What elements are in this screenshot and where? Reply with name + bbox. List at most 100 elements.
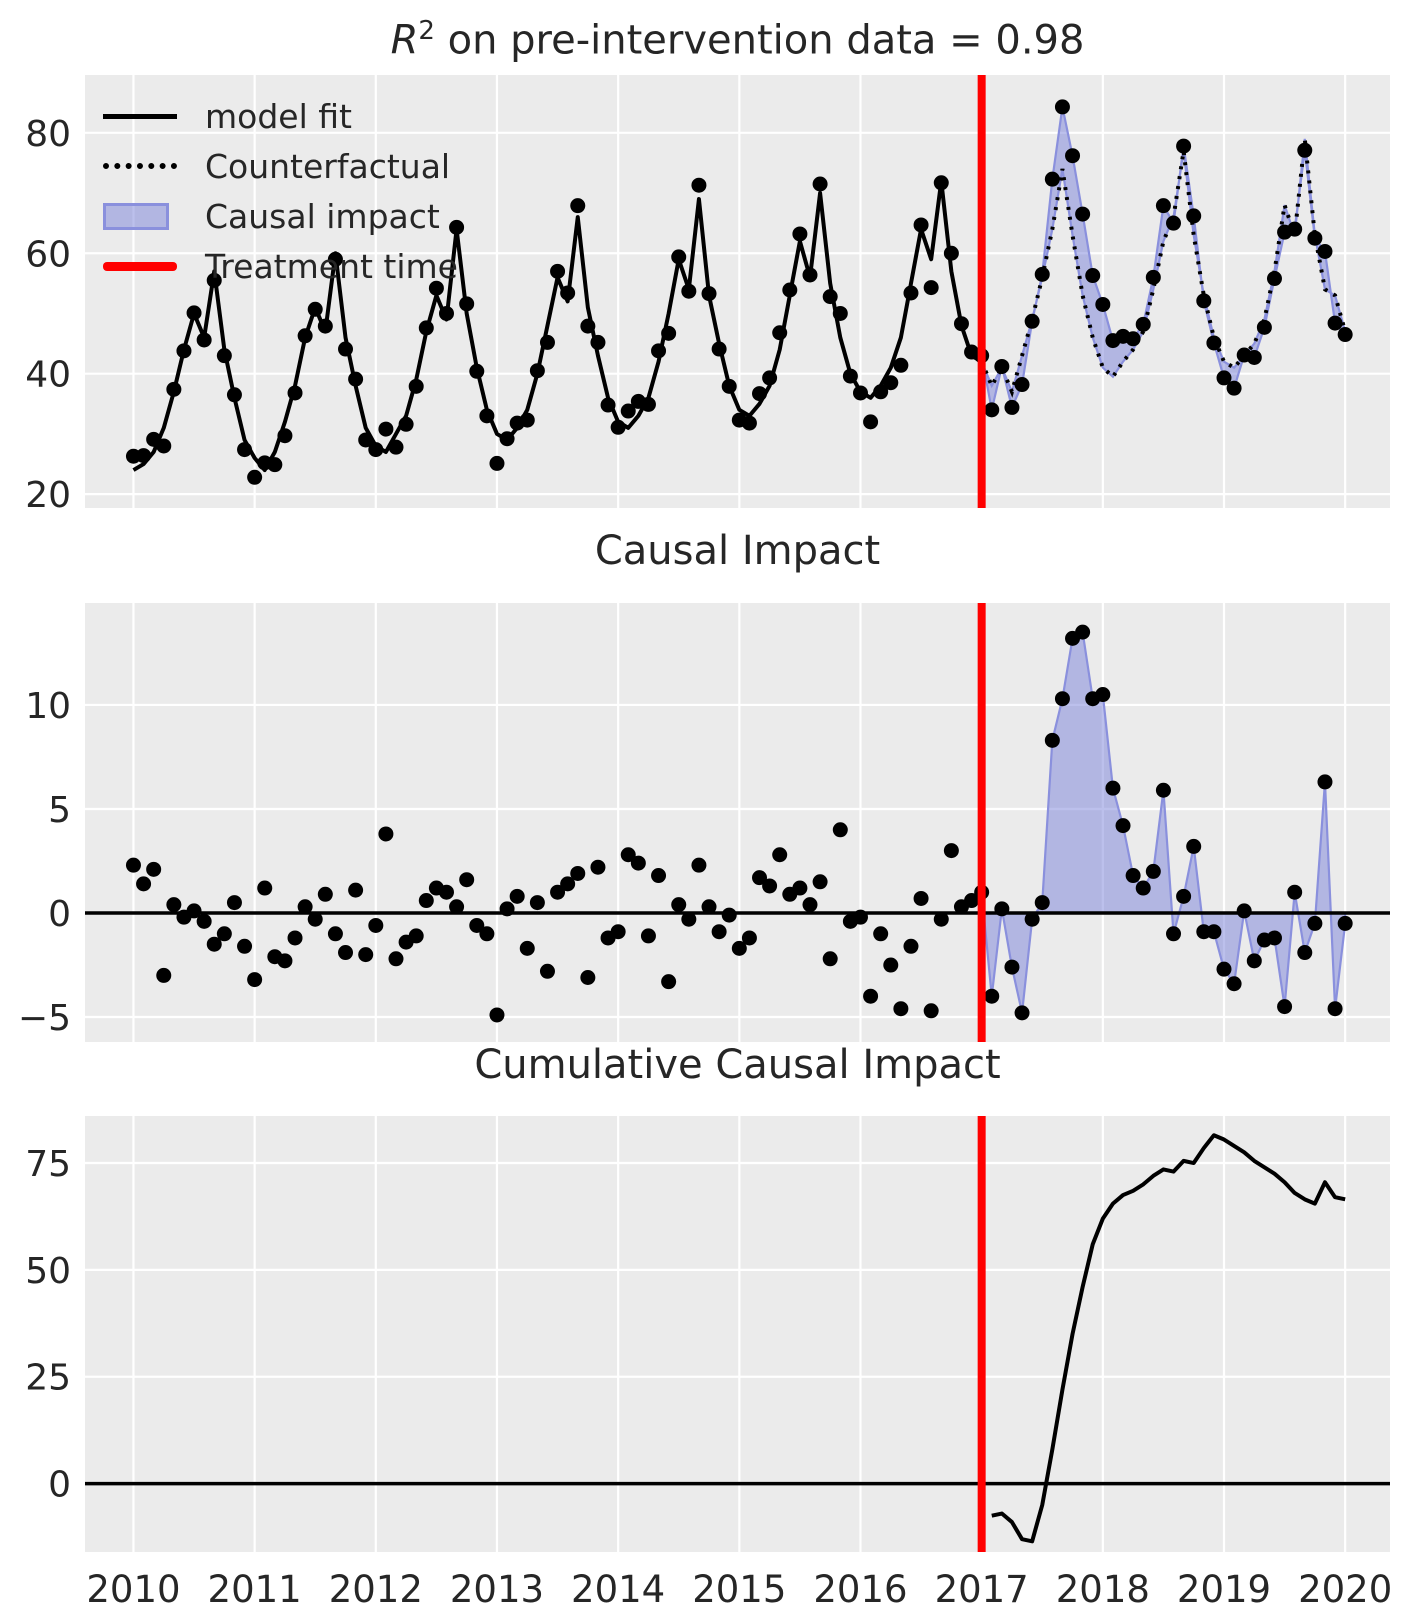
observed-point (832, 305, 848, 321)
observed-point (1216, 370, 1232, 386)
observed-point (691, 177, 707, 193)
effect-point (479, 926, 495, 942)
observed-point (721, 378, 737, 394)
effect-point (196, 913, 212, 929)
observed-point (1206, 335, 1222, 351)
y-tick-label: 0 (48, 1465, 71, 1506)
effect-point (1075, 624, 1091, 640)
effect-point (721, 907, 737, 923)
effect-point (762, 878, 778, 894)
effect-point (883, 957, 899, 973)
panel-bg (85, 1116, 1390, 1552)
observed-point (883, 375, 899, 391)
y-tick-label: 60 (25, 234, 71, 275)
x-tick-label: 2010 (86, 1568, 180, 1611)
effect-point (237, 938, 253, 954)
effect-point (913, 890, 929, 906)
observed-point (136, 448, 152, 464)
x-tick-label: 2011 (208, 1568, 302, 1611)
effect-point (701, 899, 717, 915)
observed-point (297, 328, 313, 344)
y-tick-label: 75 (25, 1144, 71, 1185)
effect-point (1327, 1001, 1343, 1017)
observed-point (772, 325, 788, 341)
effect-point (1317, 774, 1333, 790)
observed-point (610, 419, 626, 435)
legend-item-treatment-time: Treatment time (103, 246, 458, 286)
effect-point (1206, 924, 1222, 940)
effect-point (146, 861, 162, 877)
effect-point (368, 917, 384, 933)
effect-point (388, 951, 404, 967)
legend-item-counterfactual: Counterfactual (103, 146, 458, 186)
effect-point (1297, 945, 1313, 961)
y-tick-label: 5 (48, 790, 71, 831)
observed-point (994, 358, 1010, 374)
effect-point (630, 855, 646, 871)
observed-point (1317, 243, 1333, 259)
panel2-title: Causal Impact (594, 528, 881, 574)
x-tick-label: 2012 (329, 1568, 423, 1611)
legend-item-model-fit: model fit (103, 96, 458, 136)
observed-point (469, 363, 485, 379)
x-tick-label: 2014 (571, 1568, 665, 1611)
effect-point (792, 880, 808, 896)
effect-point (307, 911, 323, 927)
effect-point (509, 888, 525, 904)
effect-point (671, 897, 687, 913)
effect-point (247, 972, 263, 988)
panel1-title-exponent: 2 (418, 16, 435, 46)
x-tick-label: 2015 (692, 1568, 786, 1611)
effect-point (802, 897, 818, 913)
legend-label-model-fit: model fit (205, 96, 352, 136)
effect-point (923, 1003, 939, 1019)
cumulative-line (991, 1133, 1346, 1544)
causal-impact-fill (980, 630, 1347, 1014)
effect-point (348, 882, 364, 898)
effect-point (1125, 868, 1141, 884)
observed-point (418, 320, 434, 336)
observed-point (1166, 215, 1182, 231)
observed-point (923, 280, 939, 296)
observed-point (428, 280, 444, 296)
observed-point (398, 416, 414, 432)
effect-point (752, 870, 768, 886)
x-tick-label: 2016 (813, 1568, 907, 1611)
effect-point (1287, 884, 1303, 900)
observed-point (196, 332, 212, 348)
y-tick-label: 10 (25, 686, 71, 727)
observed-point (873, 384, 889, 400)
effect-point (964, 893, 980, 909)
effect-point (489, 1007, 505, 1023)
observed-point (287, 385, 303, 401)
observed-point (479, 408, 495, 424)
effect-point (590, 859, 606, 875)
observed-point (166, 381, 182, 397)
legend: model fit Counterfactual Causal impact T… (103, 96, 458, 286)
observed-point (1196, 293, 1212, 309)
observed-point (661, 325, 677, 341)
observed-point (378, 421, 394, 437)
effect-point (257, 880, 273, 896)
y-tick-label: 40 (25, 355, 71, 396)
observed-point (711, 341, 727, 357)
effect-point (1216, 961, 1232, 977)
effect-point (832, 822, 848, 838)
effect-point (994, 901, 1010, 917)
observed-point (449, 219, 465, 235)
observed-point (893, 357, 909, 373)
effect-point (1236, 903, 1252, 919)
effect-point (166, 897, 182, 913)
effect-point (550, 884, 566, 900)
observed-point (206, 272, 222, 288)
effect-point (580, 970, 596, 986)
observed-point (651, 343, 667, 359)
panel-bg (85, 75, 1390, 508)
observed-point (842, 368, 858, 384)
x-tick-label: 2017 (935, 1568, 1029, 1611)
effect-point (358, 947, 374, 963)
legend-label-causal-impact: Causal impact (205, 196, 440, 236)
counterfactual-line-swatch (103, 163, 177, 169)
legend-label-treatment-time: Treatment time (205, 246, 458, 286)
observed-point (863, 414, 879, 430)
